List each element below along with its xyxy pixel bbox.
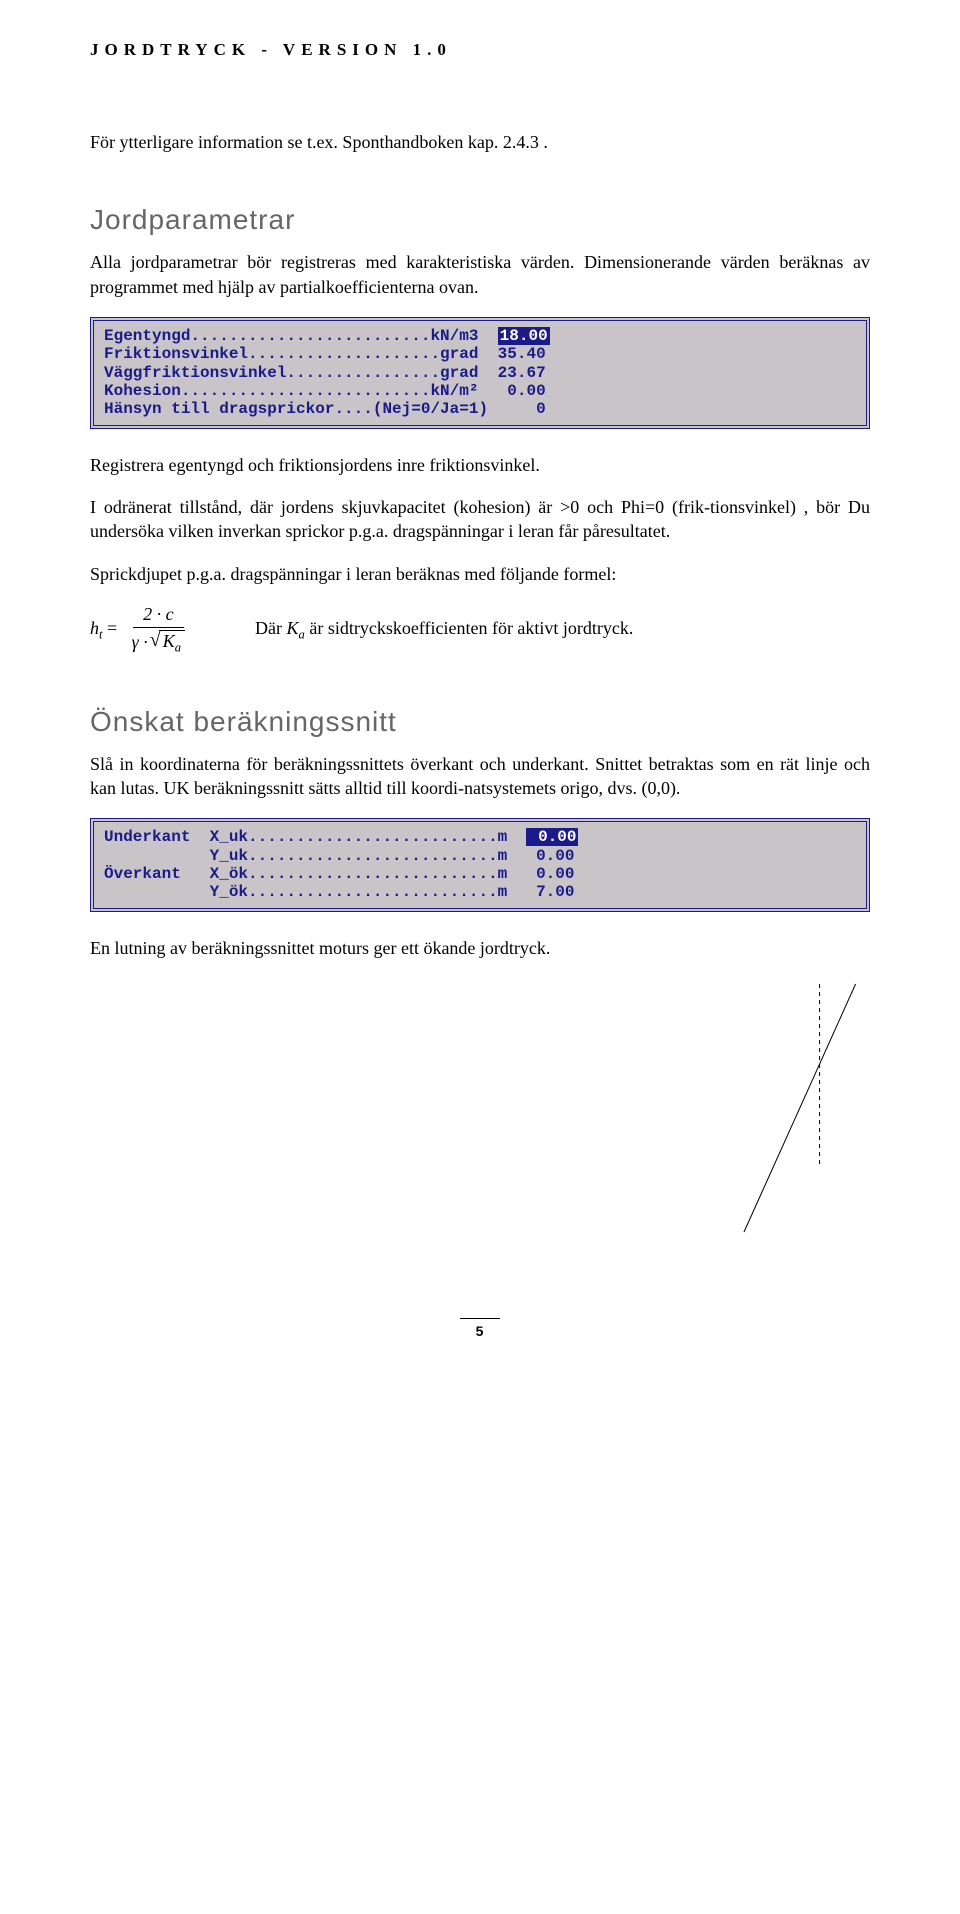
page-container: JORDTRYCK - VERSION 1.0 För ytterligare … (0, 0, 960, 1379)
section-title-jordparametrar: Jordparametrar (90, 204, 870, 236)
formula-K: K (163, 631, 175, 651)
section-title-onskat: Önskat beräkningssnitt (90, 706, 870, 738)
tilt-diagram-wrap (90, 978, 870, 1238)
tilt-diagram (690, 978, 870, 1238)
section1-p4: Sprickdjupet p.g.a. dragspänningar i ler… (90, 562, 870, 586)
formula-fraction: 2 · c γ · √ Ka (122, 604, 195, 656)
section2-p2: En lutning av beräkningssnittet moturs g… (90, 936, 870, 960)
formula-rhs-pre: Där (255, 618, 286, 638)
formula-sqrt: √ Ka (150, 630, 185, 656)
formula-h: h (90, 618, 99, 638)
section1-p3: I odränerat tillstånd, där jordens skjuv… (90, 495, 870, 544)
terminal-coords: Underkant X_uk..........................… (90, 818, 870, 912)
section1-p2: Registrera egentyngd och friktionsjorden… (90, 453, 870, 477)
terminal-soil-params: Egentyngd.........................kN/m3 … (90, 317, 870, 429)
section1-p1: Alla jordparametrar bör registreras med … (90, 250, 870, 299)
formula-rhs-K: K (287, 618, 299, 638)
formula-rhs-post: är sidtryckskoefficienten för aktivt jor… (305, 618, 634, 638)
formula-lhs: ht = 2 · c γ · √ Ka (90, 604, 195, 656)
section2-p1: Slå in koordinaterna för beräkningssnitt… (90, 752, 870, 801)
formula-gamma: γ · (132, 632, 148, 653)
formula-crack-depth: ht = 2 · c γ · √ Ka Där Ka är sidtrycksk… (90, 604, 870, 656)
intro-paragraph: För ytterligare information se t.ex. Spo… (90, 130, 870, 154)
document-header: JORDTRYCK - VERSION 1.0 (90, 40, 870, 60)
formula-K-sub: a (175, 641, 181, 655)
page-number: 5 (460, 1318, 500, 1339)
formula-denominator: γ · √ Ka (122, 628, 195, 656)
formula-rhs: Där Ka är sidtryckskoefficienten för akt… (255, 618, 633, 643)
formula-eq: = (103, 618, 122, 638)
formula-numerator: 2 · c (133, 604, 184, 628)
sqrt-radicand: Ka (159, 630, 185, 656)
